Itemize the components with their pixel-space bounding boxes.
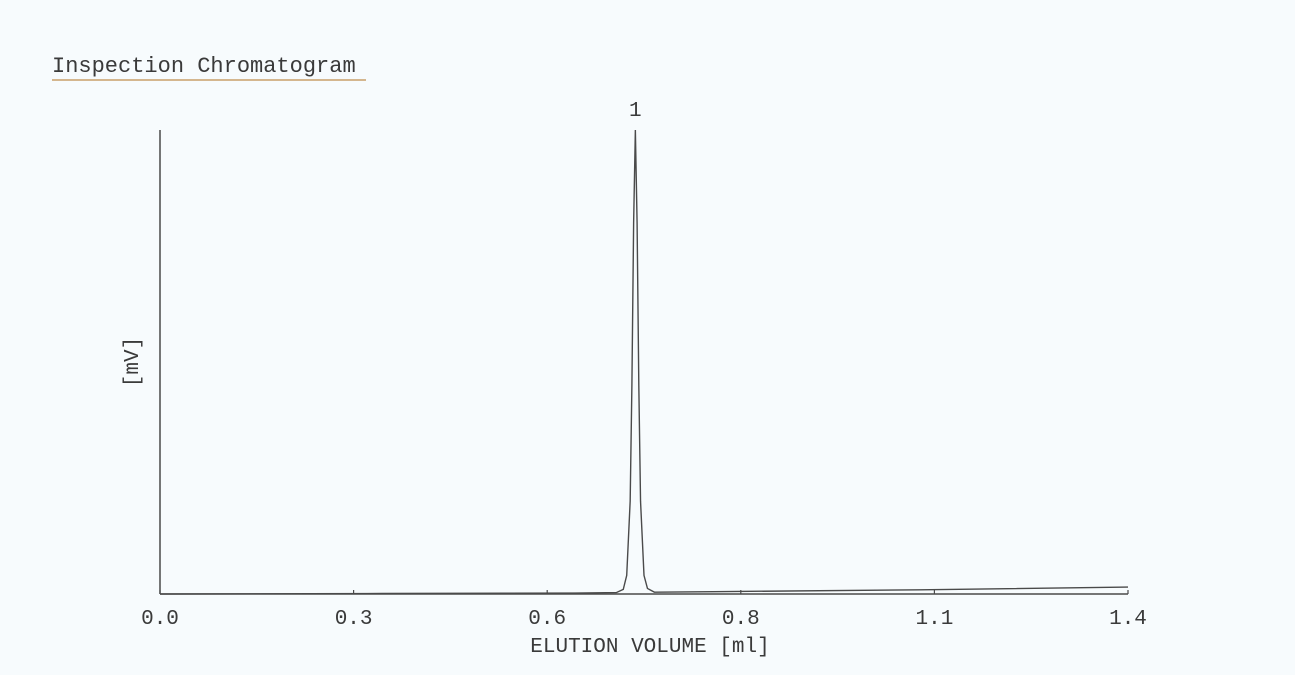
x-tick-label: 0.0	[141, 608, 179, 631]
x-tick-labels: 0.0 0.3 0.6 0.8 1.1 1.4	[141, 608, 1147, 631]
x-tick-label: 0.3	[335, 608, 373, 631]
x-tick-label: 1.4	[1109, 608, 1147, 631]
chart-title: Inspection Chromatogram	[52, 54, 356, 79]
x-tick-label: 0.8	[722, 608, 760, 631]
x-tick-label: 1.1	[915, 608, 953, 631]
peak-annotations: 1	[629, 100, 642, 123]
x-axis-label: ELUTION VOLUME [ml]	[530, 636, 769, 659]
chromatogram-trace	[159, 129, 1129, 595]
y-axis-label: [mV]	[122, 337, 145, 387]
peak-label: 1	[629, 100, 642, 123]
x-tick-label: 0.6	[528, 608, 566, 631]
